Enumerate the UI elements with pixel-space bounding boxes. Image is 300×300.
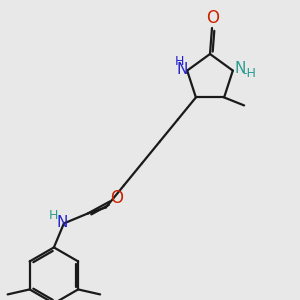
- Text: H: H: [49, 209, 58, 222]
- Text: O: O: [110, 189, 123, 207]
- Text: N: N: [176, 62, 188, 77]
- Text: -H: -H: [242, 67, 256, 80]
- Text: N: N: [234, 61, 245, 76]
- Text: H: H: [175, 55, 184, 68]
- Text: N: N: [56, 215, 68, 230]
- Text: O: O: [206, 9, 220, 27]
